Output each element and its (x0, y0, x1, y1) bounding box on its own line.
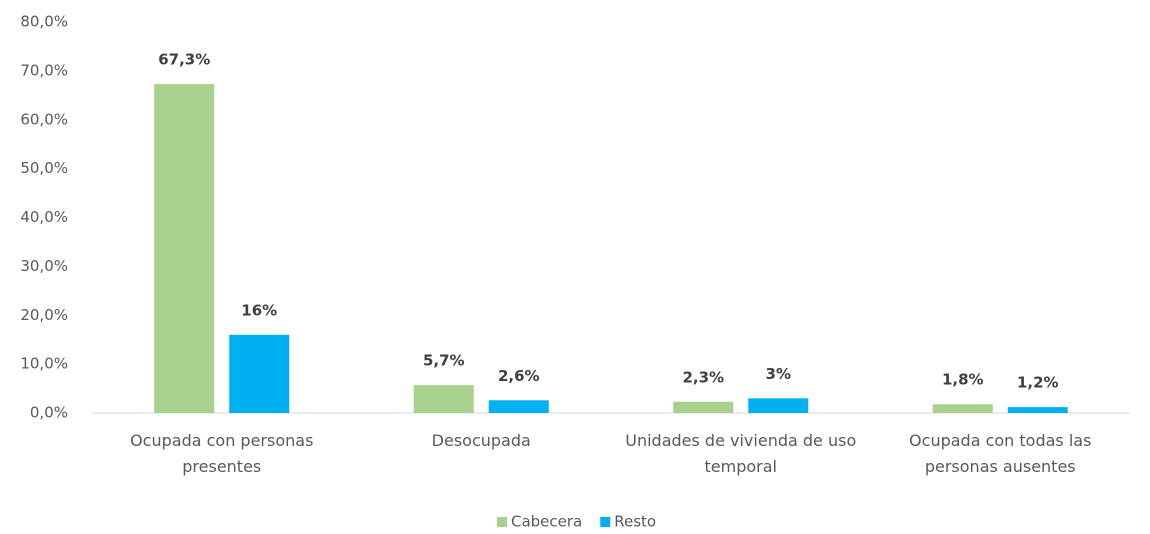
data-label: 2,6% (498, 367, 540, 385)
x-tick-label: Ocupada con personas presentes (130, 431, 314, 476)
legend-label: Resto (614, 513, 656, 531)
legend-marker (600, 517, 611, 527)
y-tick-label: 50,0% (20, 159, 68, 177)
data-label: 16% (241, 301, 277, 319)
legend-label: Cabecera (511, 513, 582, 531)
data-label: 3% (766, 365, 791, 383)
bar (932, 404, 993, 413)
bar (748, 398, 809, 413)
y-tick-label: 10,0% (20, 355, 68, 373)
x-tick-label: Unidades de vivienda de uso temporal (625, 431, 857, 476)
bar (154, 84, 215, 413)
bar (488, 400, 549, 413)
y-tick-label: 0,0% (30, 404, 68, 422)
data-label: 5,7% (423, 352, 465, 370)
data-label: 2,3% (682, 368, 724, 386)
x-tick-label: Ocupada con todas las personas ausentes (909, 431, 1092, 476)
bar (229, 334, 290, 413)
bar (673, 401, 734, 413)
data-label: 1,8% (942, 371, 984, 389)
y-tick-label: 80,0% (20, 13, 68, 31)
bar (413, 385, 474, 413)
y-tick-label: 70,0% (20, 61, 68, 79)
x-tick-label: Desocupada (431, 431, 531, 450)
y-tick-label: 60,0% (20, 110, 68, 128)
y-tick-label: 30,0% (20, 257, 68, 275)
y-tick-label: 20,0% (20, 306, 68, 324)
y-tick-label: 40,0% (20, 208, 68, 226)
bar (1007, 407, 1068, 413)
legend-marker (497, 517, 507, 527)
data-label: 1,2% (1017, 374, 1059, 392)
data-label: 67,3% (158, 51, 210, 69)
